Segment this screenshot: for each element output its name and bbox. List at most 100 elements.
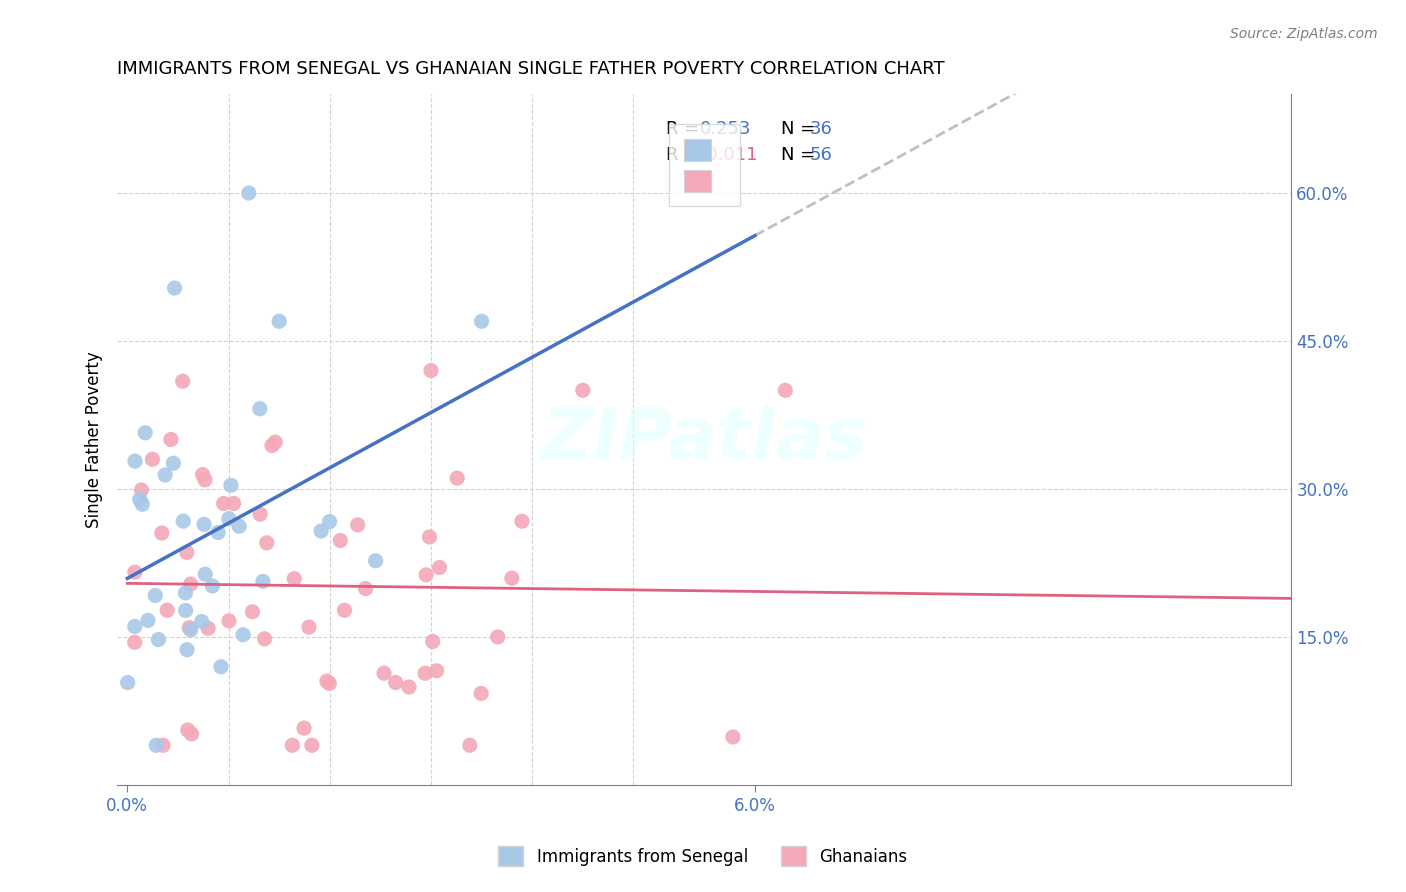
Point [218, 511, 240, 525]
Point [315, 674, 337, 689]
Point [572, 384, 595, 398]
Point [458, 739, 481, 753]
Point [128, 492, 150, 507]
Point [426, 664, 449, 678]
Text: R =: R = [665, 146, 704, 164]
Point [124, 565, 146, 579]
Point [141, 452, 163, 467]
Point [292, 721, 315, 735]
Point [193, 517, 215, 532]
Text: 56: 56 [810, 146, 832, 164]
Point [160, 433, 183, 447]
Point [152, 739, 174, 753]
Point [201, 579, 224, 593]
Point [124, 454, 146, 468]
Point [212, 496, 235, 510]
Point [309, 524, 332, 538]
Text: IMMIGRANTS FROM SENEGAL VS GHANAIAN SINGLE FATHER POVERTY CORRELATION CHART: IMMIGRANTS FROM SENEGAL VS GHANAIAN SING… [117, 60, 945, 78]
Point [253, 632, 276, 646]
Point [419, 530, 441, 544]
Point [209, 659, 232, 673]
Point [172, 514, 194, 528]
Point [470, 686, 492, 700]
Point [180, 577, 202, 591]
Point [174, 586, 197, 600]
Y-axis label: Single Father Poverty: Single Father Poverty [86, 351, 103, 528]
Point [413, 666, 436, 681]
Point [153, 467, 176, 482]
Point [150, 526, 173, 541]
Point [486, 630, 509, 644]
Point [124, 619, 146, 633]
Point [260, 438, 283, 452]
Point [191, 467, 214, 482]
Point [346, 517, 368, 532]
Point [721, 730, 744, 744]
Point [163, 281, 186, 295]
Point [318, 515, 340, 529]
Point [422, 634, 444, 648]
Point [318, 676, 340, 690]
Point [197, 621, 219, 635]
Text: Source: ZipAtlas.com: Source: ZipAtlas.com [1230, 27, 1378, 41]
Point [501, 571, 523, 585]
Point [373, 666, 395, 681]
Point [194, 473, 217, 487]
Point [218, 614, 240, 628]
Point [162, 456, 184, 470]
Point [354, 582, 377, 596]
Text: ZIPatlas: ZIPatlas [541, 405, 868, 474]
Point [194, 567, 217, 582]
Point [242, 605, 264, 619]
Point [228, 519, 250, 533]
Point [249, 507, 271, 521]
Point [131, 497, 153, 511]
Point [301, 739, 323, 753]
Point [329, 533, 352, 548]
Legend: Immigrants from Senegal, Ghanaians: Immigrants from Senegal, Ghanaians [489, 838, 917, 875]
Point [232, 628, 254, 642]
Point [510, 514, 533, 528]
Point [177, 723, 200, 737]
Point [117, 675, 139, 690]
Point [429, 560, 451, 574]
Point [143, 589, 166, 603]
Point [174, 603, 197, 617]
Point [252, 574, 274, 589]
Point [180, 623, 202, 637]
Point [156, 603, 179, 617]
Point [333, 603, 356, 617]
Point [264, 435, 287, 450]
Point [283, 572, 305, 586]
Point [207, 525, 229, 540]
Point [136, 614, 159, 628]
Point [364, 554, 387, 568]
Point [238, 186, 260, 200]
Point [415, 567, 437, 582]
Point [148, 632, 170, 647]
Point [420, 363, 443, 377]
Point [249, 401, 271, 416]
Point [180, 727, 202, 741]
Point [176, 545, 198, 559]
Point [384, 675, 406, 690]
Text: 36: 36 [810, 120, 832, 138]
Point [298, 620, 321, 634]
Text: 0.253: 0.253 [700, 120, 751, 138]
Point [176, 642, 198, 657]
Point [145, 739, 167, 753]
Point [124, 635, 146, 649]
Point [471, 314, 494, 328]
Point [446, 471, 468, 485]
Point [775, 384, 797, 398]
Point [172, 374, 194, 388]
Text: R =: R = [665, 120, 704, 138]
Point [131, 483, 153, 497]
Text: -0.011: -0.011 [700, 146, 756, 164]
Text: N =: N = [780, 146, 821, 164]
Point [190, 615, 212, 629]
Legend: , : , [669, 124, 740, 206]
Point [179, 621, 201, 635]
Point [256, 536, 278, 550]
Point [398, 680, 420, 694]
